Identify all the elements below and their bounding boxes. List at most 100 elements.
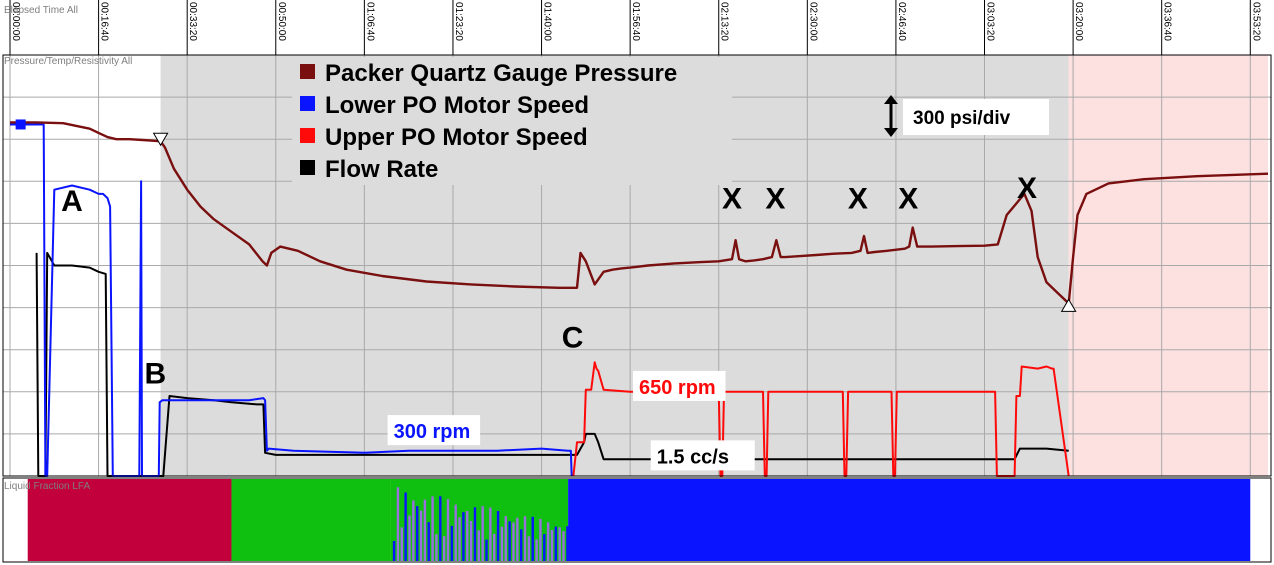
time-tick-label: 02:13:20 <box>719 2 730 41</box>
legend-background <box>292 57 732 185</box>
time-tick-label: 01:56:40 <box>630 2 641 41</box>
lfa-streak <box>527 536 531 561</box>
annotation-label: B <box>144 357 166 390</box>
lfa-streak <box>423 499 427 561</box>
annotation-label: 650 rpm <box>639 377 716 399</box>
lfa-streak <box>415 506 419 561</box>
lfa-streak <box>454 504 457 561</box>
lfa-streak <box>473 507 477 561</box>
annotation-label: X <box>722 183 742 216</box>
lfa-streak <box>469 520 473 561</box>
lfa-streak <box>508 521 511 561</box>
legend-label: Upper PO Motor Speed <box>325 124 588 151</box>
lfa-band <box>568 479 1251 561</box>
lfa-streak <box>554 526 558 561</box>
time-tick-label: 03:03:20 <box>985 2 996 41</box>
lfa-streak <box>427 522 430 561</box>
lfa-streak <box>519 529 523 561</box>
time-tick-label: 01:23:20 <box>453 2 464 41</box>
lfa-streak <box>431 496 434 561</box>
series-line <box>35 251 1069 477</box>
time-tick-label: 00:00:00 <box>10 2 21 41</box>
lfa-streak <box>446 499 450 561</box>
lfa-streak <box>404 492 407 561</box>
legend-label: Lower PO Motor Speed <box>325 92 589 119</box>
marker <box>152 132 169 147</box>
markers <box>152 132 1077 312</box>
scale-annotation-text: 300 psi/div <box>913 108 1011 129</box>
annotation-label: A <box>61 185 83 218</box>
time-tick-label: 00:50:00 <box>276 2 287 41</box>
lfa-streak <box>512 522 515 561</box>
lfa-streak <box>543 534 546 561</box>
lfa-track-title: Liquid Fraction LFA <box>4 481 90 492</box>
time-axis-title: Elapsed Time All <box>4 5 78 16</box>
lfa-streak <box>550 529 554 561</box>
annotation-label: X <box>765 183 785 216</box>
lfa-streak <box>458 517 461 561</box>
annotation-label: X <box>898 183 918 216</box>
lfa-streak <box>500 526 504 561</box>
lfa-streak <box>489 507 492 561</box>
lfa-streak <box>531 516 534 561</box>
time-tick-label: 02:30:00 <box>807 2 818 41</box>
annotation-label: C <box>562 322 584 355</box>
annotation-label: X <box>848 183 868 216</box>
legend-label: Flow Rate <box>325 156 438 183</box>
lfa-streak <box>435 534 438 561</box>
lfa-streak <box>558 527 561 561</box>
time-tick-label: 03:36:40 <box>1162 2 1173 41</box>
legend-swatch <box>300 128 315 143</box>
lfa-streak <box>523 516 527 561</box>
legend: Packer Quartz Gauge Pressure Lower PO Mot… <box>292 57 732 185</box>
lfa-streak <box>412 500 415 561</box>
legend-label: Packer Quartz Gauge Pressure <box>325 60 677 87</box>
time-tick-label: 00:16:40 <box>99 2 110 41</box>
lfa-streak <box>566 526 569 561</box>
time-tick-label: 01:06:40 <box>364 2 375 41</box>
annotation-background <box>387 415 481 446</box>
time-tick-label: 03:53:20 <box>1250 2 1261 41</box>
scale-annotation: 300 psi/div <box>884 95 1049 137</box>
main-track-title: Pressure/Temp/Resistivity All <box>4 56 132 67</box>
marker <box>1060 298 1077 312</box>
time-tick-label: 02:46:40 <box>896 2 907 41</box>
lfa-bands <box>27 479 1251 561</box>
series-point <box>15 119 26 130</box>
lfa-streak <box>400 527 403 561</box>
legend-swatch <box>300 64 315 79</box>
series-line <box>10 121 1269 305</box>
annotation-label: X <box>1017 172 1037 205</box>
series-line <box>572 361 1070 477</box>
lfa-band <box>231 479 391 561</box>
lfa-streak <box>535 539 538 561</box>
lfa-streak <box>504 516 507 561</box>
lfa-streak <box>466 511 469 561</box>
lfa-streak <box>439 496 442 561</box>
legend-swatch <box>300 160 315 175</box>
lfa-streak <box>408 515 411 561</box>
lfa-streak <box>562 531 565 561</box>
annotation-background <box>633 370 726 401</box>
lfa-streak <box>485 539 488 561</box>
lfa-streak <box>450 525 454 561</box>
annotation-background <box>650 440 755 471</box>
time-tick-label: 01:40:00 <box>542 2 553 41</box>
lfa-streak <box>477 530 481 561</box>
time-tick-label: 03:20:00 <box>1073 2 1084 41</box>
lfa-streak <box>516 517 519 561</box>
lfa-streak <box>546 522 550 561</box>
lfa-track: Liquid Fraction LFA <box>2 477 1272 563</box>
lfa-band <box>27 479 232 561</box>
lfa-streak <box>442 536 446 561</box>
annotation-label: 1.5 cc/s <box>657 446 729 468</box>
annotation-label: 300 rpm <box>394 421 471 443</box>
lfa-streak <box>462 512 465 561</box>
lfa-streak <box>419 510 423 561</box>
lfa-streak <box>539 518 542 561</box>
lfa-streak <box>493 533 496 561</box>
lfa-streak <box>392 541 396 561</box>
lfa-streak <box>481 506 484 561</box>
